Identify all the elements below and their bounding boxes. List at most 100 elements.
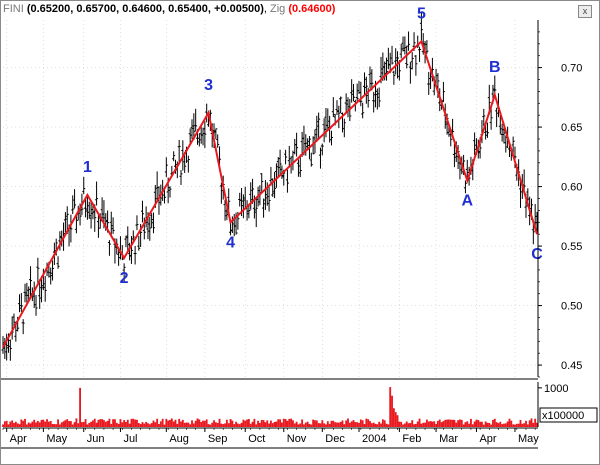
volume-bar bbox=[330, 420, 333, 427]
volume-bar bbox=[526, 424, 529, 427]
volume-bar bbox=[216, 423, 219, 427]
date-tick-label: 2004 bbox=[362, 433, 386, 445]
volume-tick-label: 1000 bbox=[544, 383, 568, 395]
volume-bar bbox=[192, 423, 195, 427]
volume-bar bbox=[35, 422, 37, 427]
price-bar bbox=[500, 123, 504, 142]
volume-bar bbox=[468, 423, 471, 427]
wave-label-b: B bbox=[489, 59, 501, 76]
volume-bar bbox=[225, 419, 228, 427]
volume-bar bbox=[187, 422, 190, 427]
price-bar bbox=[284, 149, 288, 165]
price-tick-label: 0.55 bbox=[561, 241, 582, 253]
volume-bar bbox=[442, 421, 445, 427]
price-bar bbox=[309, 152, 313, 167]
volume-bar bbox=[139, 424, 142, 427]
volume-bar bbox=[11, 420, 14, 427]
volume-bar bbox=[470, 418, 472, 427]
price-bar bbox=[23, 283, 27, 303]
volume-bar bbox=[310, 424, 313, 427]
volume-bar bbox=[53, 424, 56, 427]
price-bar bbox=[241, 194, 245, 219]
volume-bar bbox=[398, 421, 401, 427]
volume-bar bbox=[150, 423, 153, 427]
price-bar bbox=[87, 201, 91, 219]
volume-bar bbox=[490, 424, 493, 427]
volume-bar bbox=[203, 420, 206, 427]
volume-bar bbox=[455, 422, 458, 427]
price-bar bbox=[190, 119, 194, 140]
volume-bar bbox=[93, 418, 96, 427]
volume-bar bbox=[103, 420, 105, 427]
volume-bar bbox=[499, 421, 502, 427]
volume-bar bbox=[73, 422, 76, 427]
price-bar bbox=[247, 205, 251, 219]
volume-bar bbox=[387, 424, 390, 427]
volume-bar bbox=[479, 421, 482, 427]
volume-bar bbox=[125, 421, 127, 427]
price-bar bbox=[260, 173, 264, 194]
volume-unit-box bbox=[539, 407, 598, 423]
volume-bar bbox=[429, 421, 432, 427]
volume-bar bbox=[156, 418, 159, 427]
wave-label-5: 5 bbox=[417, 5, 426, 22]
price-bar bbox=[287, 145, 291, 168]
volume-bar bbox=[27, 422, 30, 427]
volume-bar bbox=[488, 422, 491, 427]
volume-bar bbox=[466, 421, 469, 427]
volume-bar bbox=[170, 418, 173, 427]
volume-bar bbox=[403, 423, 406, 427]
volume-bar bbox=[108, 418, 111, 427]
date-tick-label: Jun bbox=[87, 433, 105, 445]
volume-bar bbox=[286, 420, 289, 427]
volume-bar bbox=[145, 421, 148, 427]
price-bar bbox=[368, 66, 372, 89]
volume-bar bbox=[503, 423, 505, 427]
price-bar bbox=[122, 263, 126, 282]
price-bar bbox=[401, 36, 405, 52]
volume-bar bbox=[40, 419, 43, 427]
price-bar bbox=[186, 155, 190, 173]
volume-bar bbox=[130, 418, 133, 427]
volume-bar bbox=[79, 387, 81, 427]
volume-bar bbox=[176, 423, 179, 427]
close-button[interactable]: x bbox=[578, 5, 592, 18]
price-bar bbox=[359, 81, 363, 107]
volume-bar bbox=[308, 423, 311, 427]
volume-bar bbox=[66, 419, 69, 427]
volume-bar bbox=[33, 419, 36, 427]
volume-bar bbox=[257, 420, 259, 427]
volume-bar bbox=[378, 421, 381, 427]
price-bar bbox=[89, 200, 93, 229]
price-bar bbox=[124, 235, 128, 248]
volume-bar bbox=[295, 421, 298, 427]
price-bar bbox=[427, 71, 431, 95]
volume-bar bbox=[389, 387, 392, 427]
volume-bar bbox=[350, 421, 353, 427]
volume-bar bbox=[341, 420, 344, 427]
price-bar bbox=[463, 180, 467, 194]
price-bar bbox=[109, 211, 113, 237]
volume-bar bbox=[49, 420, 52, 427]
date-tick-label: Feb bbox=[402, 433, 421, 445]
volume-bar bbox=[46, 419, 48, 427]
price-bar bbox=[95, 181, 99, 206]
price-bar bbox=[216, 134, 220, 148]
volume-bar bbox=[71, 424, 74, 427]
volume-bar bbox=[495, 422, 498, 427]
volume-bar bbox=[189, 424, 192, 427]
price-bar bbox=[394, 48, 398, 75]
price-bar bbox=[137, 235, 141, 251]
volume-bar bbox=[262, 420, 265, 427]
price-bar bbox=[306, 138, 310, 149]
price-bar bbox=[19, 292, 23, 312]
date-tick-label: Jul bbox=[123, 433, 137, 445]
volume-bar bbox=[299, 423, 302, 427]
volume-bar bbox=[418, 418, 421, 427]
volume-bar bbox=[301, 419, 304, 427]
price-bar bbox=[227, 188, 231, 211]
volume-bar bbox=[352, 420, 355, 427]
volume-bar bbox=[110, 423, 113, 427]
price-bar bbox=[150, 213, 154, 228]
